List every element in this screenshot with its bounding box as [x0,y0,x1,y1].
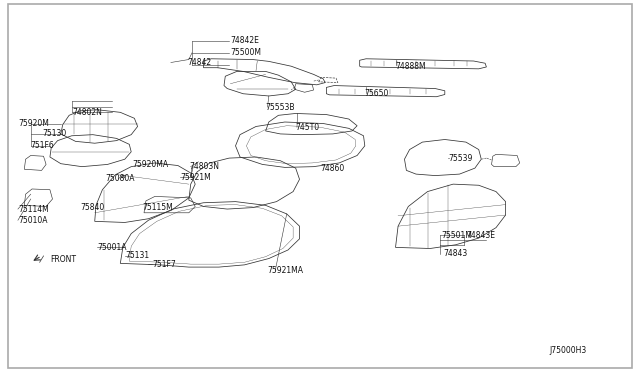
Text: 751F7: 751F7 [152,260,176,269]
Text: 75131: 75131 [125,251,150,260]
Text: 75500M: 75500M [230,48,261,57]
Text: 74803N: 74803N [189,162,220,171]
Text: 75921M: 75921M [180,173,211,182]
Text: 75080A: 75080A [106,174,135,183]
Text: J75000H3: J75000H3 [549,346,586,355]
Text: 75115M: 75115M [142,203,173,212]
Text: 745T0: 745T0 [296,123,320,132]
Text: 75920MA: 75920MA [132,160,168,169]
Text: 74842: 74842 [187,58,211,67]
Text: 75501M: 75501M [442,231,472,240]
Text: 74843: 74843 [443,249,467,258]
Text: 74843E: 74843E [466,231,495,240]
Text: 751F6: 751F6 [31,141,54,150]
Text: 75920M: 75920M [18,119,49,128]
Text: 75553B: 75553B [266,103,295,112]
Text: 75010A: 75010A [18,216,47,225]
Text: FRONT: FRONT [50,255,76,264]
Text: 75114M: 75114M [18,205,49,214]
Text: 75130: 75130 [42,129,67,138]
Text: 74802N: 74802N [72,108,102,117]
Text: 74860: 74860 [320,164,344,173]
Text: 75650: 75650 [365,89,389,98]
Text: 74842E: 74842E [230,36,259,45]
Text: 75921MA: 75921MA [268,266,303,275]
Text: 74888M: 74888M [396,62,426,71]
Text: 75001A: 75001A [97,243,127,252]
Text: 75539: 75539 [448,154,472,163]
Text: 75840: 75840 [81,203,105,212]
